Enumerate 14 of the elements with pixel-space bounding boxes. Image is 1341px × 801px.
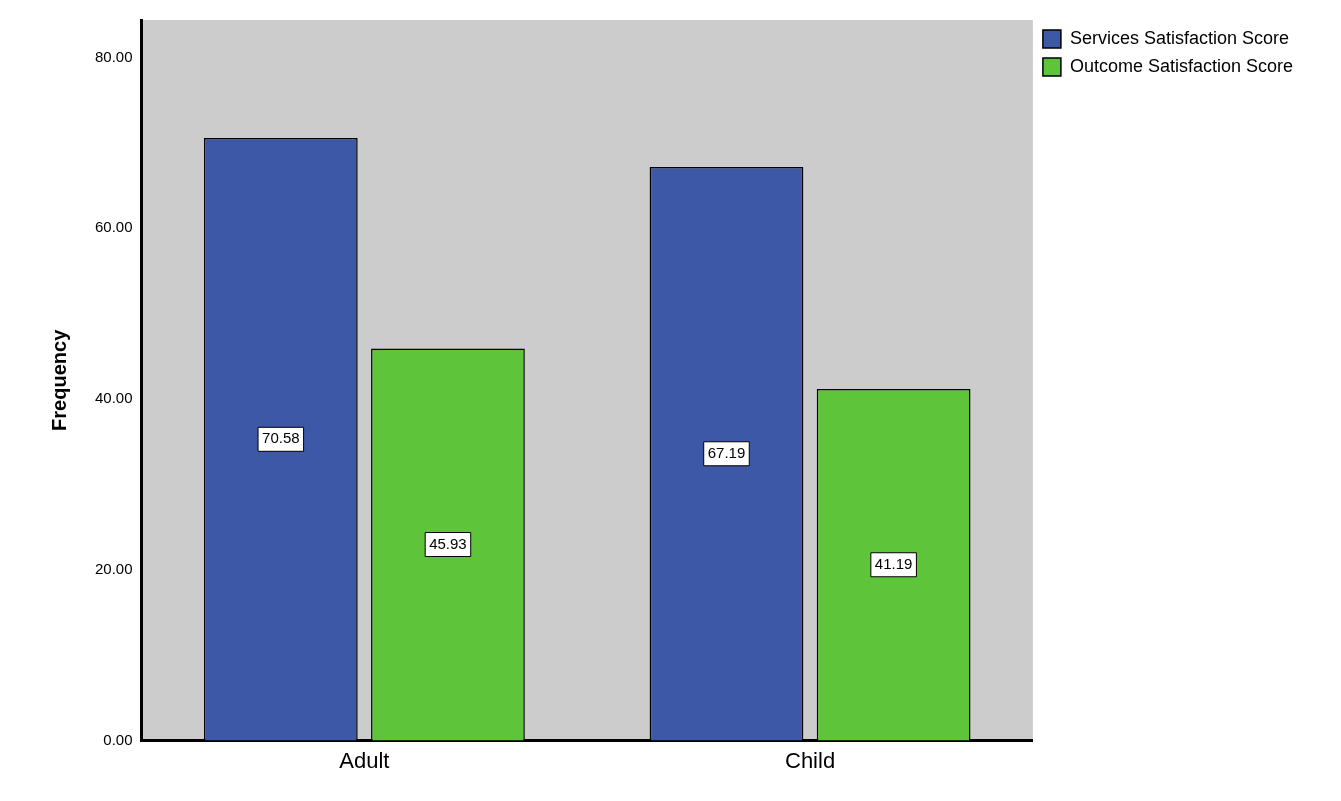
data-label: 67.19 [707, 443, 746, 461]
y-tick-label: 60.00 [94, 218, 133, 236]
y-tick-label: 0.00 [103, 730, 133, 748]
data-label: 70.58 [262, 429, 300, 447]
legend-label: Outcome Satisfaction Score [1069, 55, 1294, 76]
y-tick-label: 20.00 [94, 559, 133, 577]
y-tick-label: 80.00 [94, 47, 133, 65]
legend-label: Services Satisfaction Score [1069, 27, 1289, 48]
x-tick-label: Child [784, 747, 836, 773]
y-axis-title: Frequency [47, 328, 70, 431]
data-label: 45.93 [429, 534, 467, 552]
x-tick-label: Adult [339, 747, 390, 773]
y-tick-label: 40.00 [94, 389, 133, 407]
data-label: 41.19 [874, 554, 913, 572]
